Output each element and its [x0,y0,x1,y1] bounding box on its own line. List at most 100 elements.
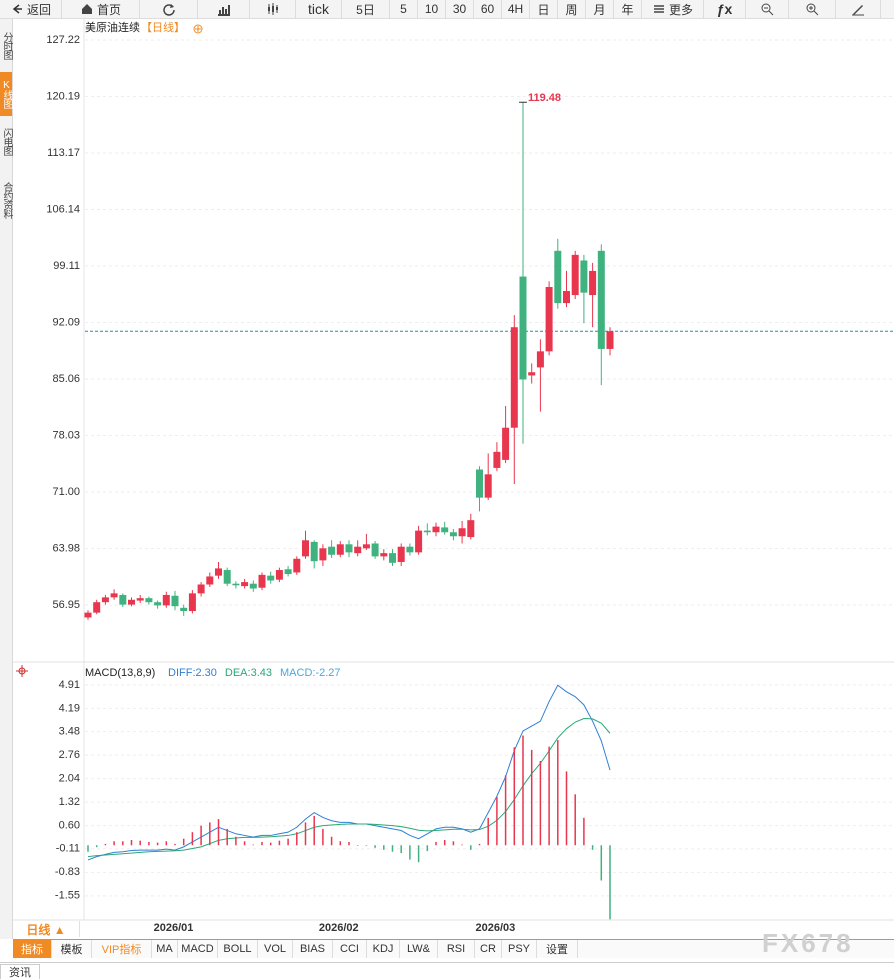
legend-entry: DEA:3.43 [225,667,272,679]
macd-bar [356,845,359,846]
macd-bar [287,838,289,846]
macd-bar [191,832,194,846]
candle-body [206,576,214,585]
toolbar-button[interactable]: 4H [502,0,530,18]
indicator-tab[interactable]: VIP指标 [92,940,152,958]
candle-body [380,553,388,557]
toolbar-button[interactable]: 日 [530,0,558,18]
side-tab[interactable]: 合约资料 [1,182,12,218]
indicator-line [87,684,611,861]
candle-body [597,250,605,349]
watermark: FX678 [762,928,854,958]
indicator-tab[interactable]: MACD [178,940,218,958]
toolbar-button[interactable]: tick [296,0,342,18]
candle-body [302,540,309,557]
indicator-tab[interactable]: CR [475,940,502,958]
toolbar-button[interactable]: 10 [418,0,446,18]
candle-body [606,331,614,349]
legend-entry: DIFF:2.30 [168,667,217,679]
toolbar-button[interactable]: 返回 [0,0,62,18]
macd-bar [95,845,98,848]
indicator-tabs: 指标 模板 VIP指标 MA MACD BOLL VOL BIAS CCI KDJ LW& RSI CR… [13,939,894,958]
y-tick-label: 56.95 [52,599,80,611]
macd-bar [435,841,437,846]
period-selector[interactable]: 日线 ▲ [13,921,80,937]
indicator-tab[interactable]: 设置 [537,940,578,958]
indicator-tab[interactable]: 模板 [52,940,92,958]
candle-body [528,372,536,376]
y-tick-label: 2.76 [59,749,80,761]
indicator-title: MACD(13,8,9) [85,667,155,679]
y-tick-label: 0.60 [59,820,80,832]
macd-bar [548,746,550,846]
macd-bar [243,841,246,846]
settings-icon[interactable] [16,665,28,677]
indicator-tab[interactable]: VOL [258,940,293,958]
y-tick-label: 3.48 [59,726,80,738]
macd-bar [557,740,559,846]
candle-body [171,595,179,607]
macd-bar [530,749,533,846]
toolbar-button[interactable]: 首页 [62,0,140,18]
candle-body [284,569,292,575]
toolbar-button[interactable]: 30 [446,0,474,18]
indicator-tab[interactable]: BOLL [218,940,258,958]
toolbar-button[interactable]: 更多 [642,0,704,18]
y-tick-label: -0.83 [55,866,80,878]
candle-body [423,530,431,533]
divider [0,962,894,963]
toolbar-button[interactable]: 60 [474,0,502,18]
macd-bar [383,845,385,850]
indicator-tab[interactable]: LW& [400,940,438,958]
y-tick-label: 99.11 [53,260,80,272]
toolbar-button[interactable] [250,0,296,18]
toolbar-button[interactable]: ƒx [704,0,746,18]
toolbar-button[interactable] [789,0,836,18]
candle-body [476,469,483,498]
macd-bar [104,843,107,846]
indicator-tab[interactable]: RSI [438,940,475,958]
candle-body [84,612,92,618]
toolbar-button[interactable] [836,0,881,18]
news-tab[interactable]: 资讯 [0,964,40,979]
y-tick-label: 4.19 [59,702,80,714]
toolbar: 返回 首页 tick 5日 5 10 30 60 4H 日周月年 更多 ƒx [0,0,894,19]
macd-bar [426,845,429,852]
macd-bar [139,840,141,846]
icon [806,3,819,16]
macd-bar [269,842,272,846]
indicator-tab[interactable]: KDJ [367,940,400,958]
indicator-tab[interactable]: MA [152,940,178,958]
toolbar-button[interactable]: 周 [558,0,586,18]
add-icon[interactable] [193,24,203,34]
toolbar-button[interactable] [746,0,789,18]
side-tab[interactable]: K线图 [0,72,12,116]
indicator-tab[interactable]: CCI [333,940,367,958]
indicator-tab[interactable]: 指标 [13,940,52,958]
side-tab[interactable]: 分时图 [1,31,12,59]
x-tick-label: 2026/01 [154,922,194,934]
toolbar-label: 5日 [356,2,375,17]
candle-body [545,287,553,352]
toolbar-button[interactable]: 5日 [342,0,390,18]
toolbar-button[interactable] [140,0,198,18]
macd-bar [182,838,185,846]
macd-bar [365,845,368,846]
candle-body [563,291,570,304]
toolbar-button[interactable]: 月 [586,0,614,18]
macd-bar [296,832,298,846]
icon [653,5,664,13]
toolbar-label: tick [308,1,329,17]
side-tab[interactable]: 闪电图 [1,127,12,155]
toolbar-button[interactable] [198,0,250,18]
indicator-tab[interactable]: BIAS [293,940,333,958]
macd-bar [374,845,376,848]
indicator-tab[interactable]: PSY [502,940,537,958]
candle-body [336,544,344,555]
sidebar: 分时图 K线图闪电图合约资料 [0,19,13,939]
toolbar-button[interactable]: 年 [614,0,642,18]
toolbar-label: 周 [565,2,578,17]
toolbar-button[interactable]: 5 [390,0,418,18]
candle-body [258,574,266,588]
macd-bar [583,817,585,846]
